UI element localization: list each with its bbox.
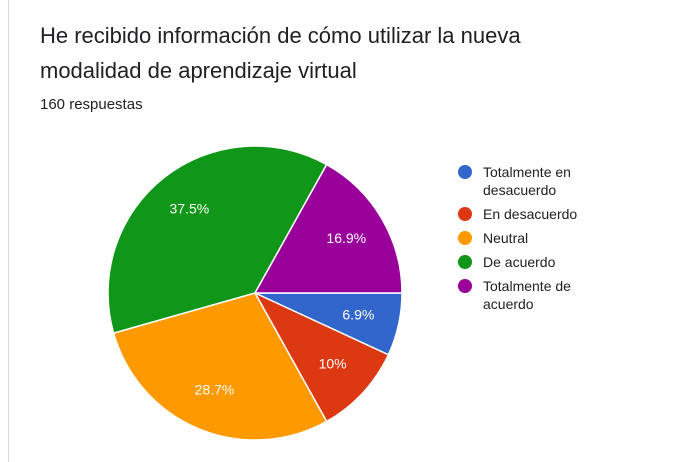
data-label: 16.9% bbox=[326, 230, 366, 246]
legend-item: De acuerdo bbox=[458, 253, 608, 271]
card bbox=[8, 0, 686, 462]
legend-label: En desacuerdo bbox=[483, 206, 578, 222]
data-label: 37.5% bbox=[169, 201, 209, 217]
pie-slice bbox=[253, 163, 403, 294]
data-label: 28.7% bbox=[195, 381, 235, 397]
legend-item: Totalmente de acuerdo bbox=[458, 277, 608, 313]
legend-swatch bbox=[458, 165, 472, 179]
legend-item: Totalmente en desacuerdo bbox=[458, 163, 608, 199]
legend-label: Totalmente en desacuerdo bbox=[483, 164, 571, 198]
pie-slice bbox=[112, 292, 328, 441]
legend-label: De acuerdo bbox=[483, 254, 556, 270]
chart-title: He recibido información de cómo utilizar… bbox=[40, 23, 521, 83]
data-label: 10% bbox=[319, 356, 347, 372]
response-count: 160 respuestas bbox=[40, 96, 143, 113]
legend-swatch bbox=[458, 231, 472, 245]
legend-swatch bbox=[458, 255, 472, 269]
legend-label: Totalmente de acuerdo bbox=[483, 278, 571, 312]
pie-slice bbox=[253, 291, 390, 423]
data-label: 6.9% bbox=[342, 306, 374, 322]
pie-slice bbox=[107, 145, 328, 335]
legend-swatch bbox=[458, 207, 472, 221]
legend-item: En desacuerdo bbox=[458, 205, 608, 223]
legend-swatch bbox=[458, 279, 472, 293]
legend: Totalmente en desacuerdo En desacuerdo Neu… bbox=[458, 163, 628, 319]
legend-label: Neutral bbox=[483, 230, 529, 246]
legend-item: Neutral bbox=[458, 229, 608, 247]
